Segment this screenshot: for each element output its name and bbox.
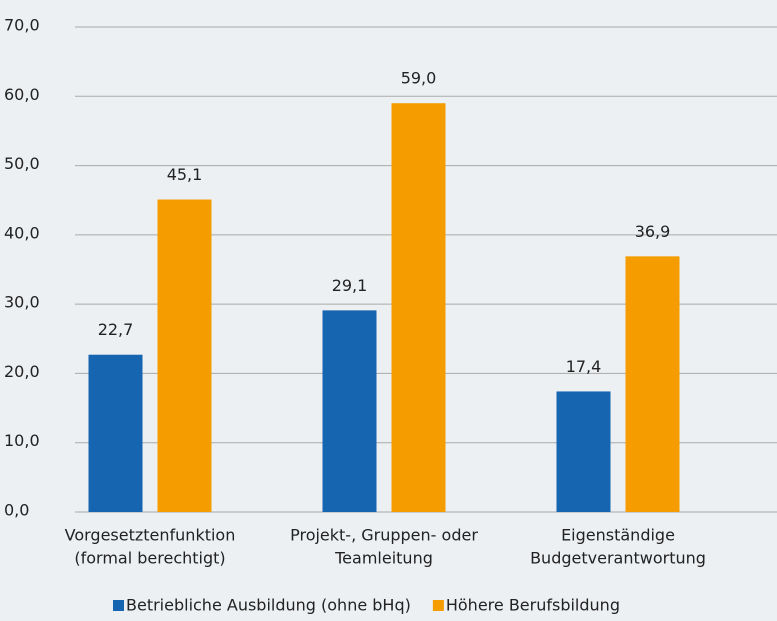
legend-swatch: [113, 600, 124, 611]
y-tick-label: 30,0: [4, 293, 40, 312]
value-label: 22,7: [98, 320, 134, 339]
legend-swatch: [432, 600, 444, 611]
value-label: 45,1: [167, 165, 203, 184]
x-tick-label: (formal berechtigt): [74, 549, 225, 568]
bar: [391, 103, 446, 512]
bar: [625, 256, 680, 512]
value-label: 17,4: [566, 357, 602, 376]
legend-label: Betriebliche Ausbildung (ohne bHq): [126, 596, 411, 615]
y-tick-label: 20,0: [4, 362, 40, 381]
y-tick-label: 70,0: [4, 16, 40, 35]
bar: [556, 391, 611, 512]
x-tick-label: Vorgesetztenfunktion: [65, 526, 236, 545]
x-tick-label: Teamleitung: [334, 549, 433, 568]
y-tick-label: 60,0: [4, 85, 40, 104]
bar: [157, 199, 212, 512]
x-tick-label: Projekt-, Gruppen- oder: [290, 526, 478, 545]
y-tick-label: 0,0: [4, 501, 29, 520]
value-label: 36,9: [635, 222, 671, 241]
x-tick-label: Eigenständige: [561, 526, 675, 545]
value-label: 29,1: [332, 276, 368, 295]
y-tick-label: 10,0: [4, 431, 40, 450]
bar: [88, 354, 143, 512]
y-tick-label: 40,0: [4, 223, 40, 242]
legend-label: Höhere Berufsbildung: [446, 596, 620, 615]
y-tick-label: 50,0: [4, 154, 40, 173]
value-label: 59,0: [401, 69, 437, 88]
bar: [322, 310, 377, 512]
x-tick-label: Budgetverantwortung: [530, 549, 706, 568]
